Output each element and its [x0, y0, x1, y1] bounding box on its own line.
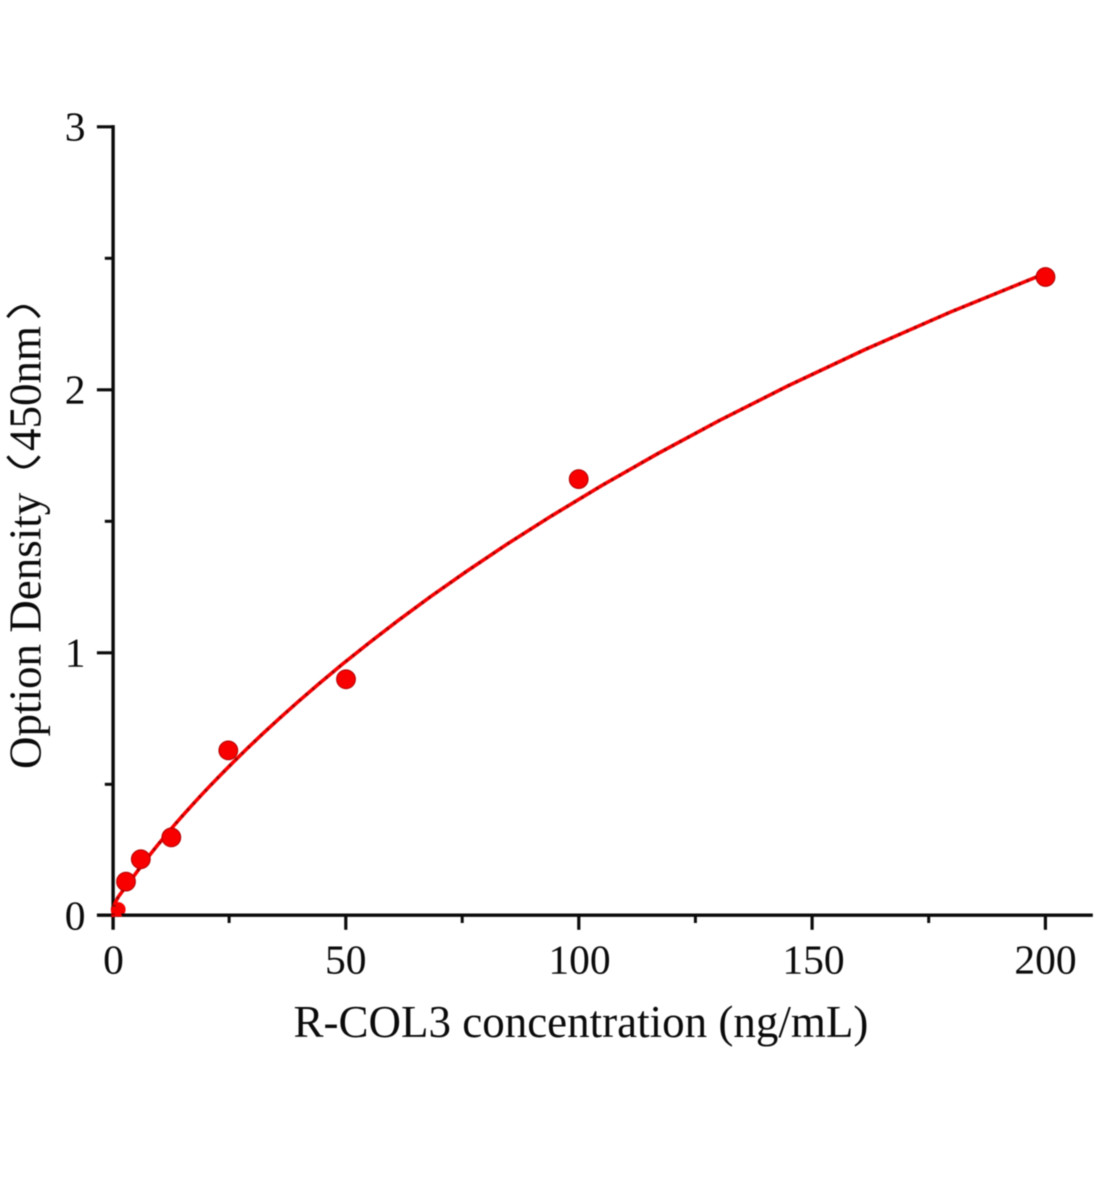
svg-text:450nm: 450nm	[0, 326, 50, 451]
svg-text:Option Density: Option Density	[0, 492, 50, 769]
svg-text:2: 2	[65, 367, 86, 413]
svg-text:0: 0	[103, 936, 124, 982]
svg-text:3: 3	[65, 104, 86, 150]
svg-text:100: 100	[548, 936, 610, 982]
svg-text:R-COL3 concentration (ng/mL): R-COL3 concentration (ng/mL)	[293, 997, 868, 1047]
svg-text:0: 0	[65, 893, 86, 939]
svg-text:150: 150	[782, 936, 844, 982]
svg-text:1: 1	[65, 630, 86, 676]
svg-text:50: 50	[325, 936, 367, 982]
svg-text:200: 200	[1014, 936, 1076, 982]
